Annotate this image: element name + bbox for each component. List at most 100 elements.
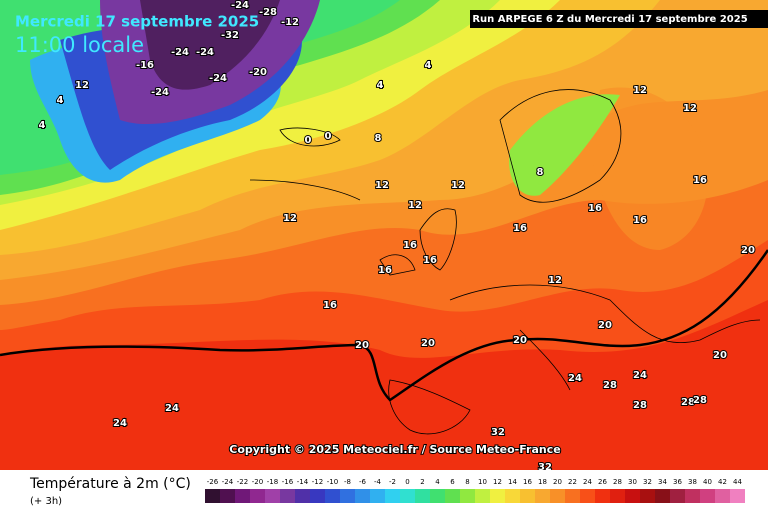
temperature-label: 16 [513, 223, 527, 234]
scale-label: 2 [420, 478, 424, 486]
temperature-label: -24 [151, 87, 169, 98]
color-swatch [625, 489, 640, 503]
temperature-label: 16 [403, 240, 417, 251]
temperature-label: 16 [588, 203, 602, 214]
temperature-label: 24 [568, 373, 582, 384]
temperature-label: 12 [548, 275, 562, 286]
color-swatch [370, 489, 385, 503]
color-swatch [205, 489, 220, 503]
color-swatch [460, 489, 475, 503]
temperature-label: -32 [221, 30, 239, 41]
scale-label: 0 [405, 478, 409, 486]
color-swatch [430, 489, 445, 503]
scale-label: -14 [297, 478, 309, 486]
temperature-label: -24 [196, 47, 214, 58]
color-swatch [295, 489, 310, 503]
run-banner [470, 10, 768, 28]
color-swatch [700, 489, 715, 503]
color-swatch [640, 489, 655, 503]
temperature-label: 24 [633, 370, 647, 381]
temperature-label: -20 [249, 67, 267, 78]
color-swatch [685, 489, 700, 503]
scale-label: 4 [435, 478, 440, 486]
scale-label: 42 [718, 478, 727, 486]
temperature-label: 12 [683, 103, 697, 114]
temperature-label: 16 [423, 255, 437, 266]
temperature-label: 28 [681, 397, 695, 408]
temperature-label: -24 [231, 0, 249, 11]
color-swatch [580, 489, 595, 503]
temperature-label: 4 [425, 60, 432, 71]
scale-label: -8 [344, 478, 351, 486]
color-swatch [535, 489, 550, 503]
scale-label: 36 [673, 478, 682, 486]
scale-label: 34 [658, 478, 667, 486]
scale-label: 8 [465, 478, 469, 486]
scale-label: 44 [733, 478, 742, 486]
color-swatch [265, 489, 280, 503]
temperature-label: 8 [537, 167, 544, 178]
color-swatch [325, 489, 340, 503]
temperature-label: 12 [451, 180, 465, 191]
copyright: Copyright © 2025 Meteociel.fr / Source M… [229, 443, 560, 456]
color-swatch [655, 489, 670, 503]
color-swatch [445, 489, 460, 503]
color-swatch [490, 489, 505, 503]
scale-label: -2 [389, 478, 396, 486]
color-swatch [235, 489, 250, 503]
color-swatch [280, 489, 295, 503]
scale-label: -18 [267, 478, 278, 486]
temperature-label: 16 [323, 300, 337, 311]
temperature-label: 12 [375, 180, 389, 191]
date: Mercredi 17 septembre 2025 [15, 13, 259, 31]
scale-label: 22 [568, 478, 577, 486]
temperature-label: 28 [633, 400, 647, 411]
scale-label: -24 [222, 478, 234, 486]
temperature-label: 4 [39, 120, 46, 131]
temperature-label: 20 [598, 320, 612, 331]
legend-title: Température à 2m (°C) [29, 476, 191, 492]
scale-label: 38 [688, 478, 697, 486]
temperature-label: 28 [603, 380, 617, 391]
color-swatch [595, 489, 610, 503]
temperature-label: 28 [693, 395, 707, 406]
scale-label: -10 [327, 478, 338, 486]
temperature-label: 20 [713, 350, 727, 361]
temperature-label: -12 [281, 17, 299, 28]
scale-label: 16 [523, 478, 532, 486]
color-swatch [250, 489, 265, 503]
temperature-label: -28 [259, 7, 277, 18]
color-swatch [730, 489, 745, 503]
scale-label: 26 [598, 478, 607, 486]
scale-label: -22 [237, 478, 248, 486]
color-swatch [565, 489, 580, 503]
temperature-label: 12 [283, 213, 297, 224]
color-scale: -26 -24 -22 -20 -18 -16 -14 -12 -10 -8 -6 -4 -2 0 2 4 6 8… [205, 478, 745, 503]
temperature-label: 4 [57, 95, 64, 106]
color-swatch [355, 489, 370, 503]
scale-label: 30 [628, 478, 637, 486]
color-swatch [340, 489, 355, 503]
color-swatch [505, 489, 520, 503]
scale-label: 6 [450, 478, 455, 486]
scale-label: 12 [493, 478, 502, 486]
scale-label: 20 [553, 478, 562, 486]
scale-label: 18 [538, 478, 547, 486]
color-swatch [385, 489, 400, 503]
scale-label: -16 [282, 478, 294, 486]
run-info: Run ARPEGE 6 Z du Mercredi 17 septembre … [472, 14, 747, 25]
temperature-label: 12 [633, 85, 647, 96]
temperature-label: 24 [113, 418, 127, 429]
temperature-label: 16 [693, 175, 707, 186]
scale-label: -6 [359, 478, 367, 486]
scale-label: -26 [207, 478, 219, 486]
color-swatch [715, 489, 730, 503]
scale-label: 14 [508, 478, 517, 486]
scale-label: 40 [703, 478, 712, 486]
forecast-step: (+ 3h) [30, 496, 62, 507]
temperature-label: 4 [377, 80, 384, 91]
color-swatch [400, 489, 415, 503]
temperature-label: 0 [305, 135, 312, 146]
valid-time: 11:00 locale [15, 33, 144, 57]
